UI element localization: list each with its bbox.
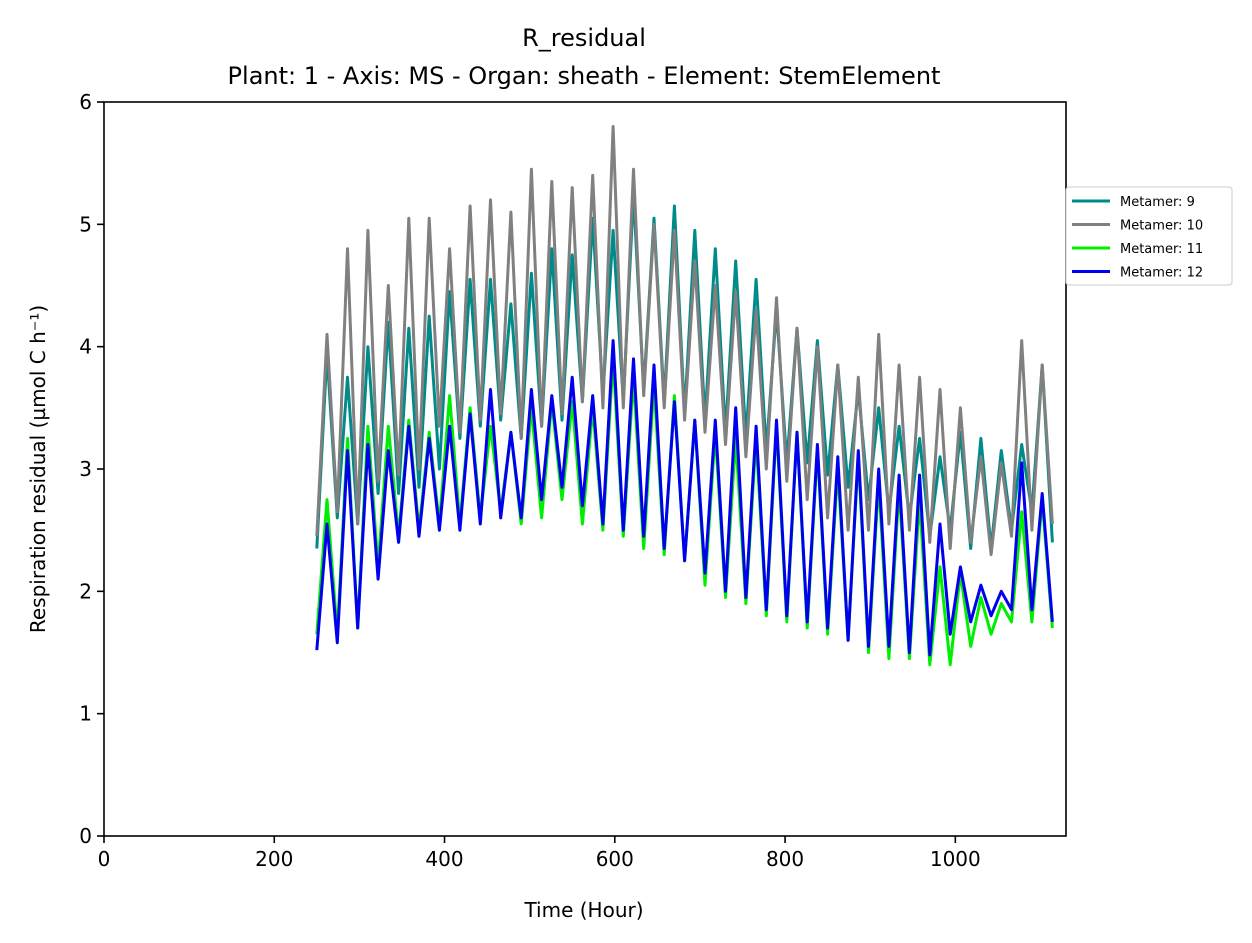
legend-label-3: Metamer: 11	[1120, 242, 1203, 257]
y-tick-label: 5	[79, 212, 92, 236]
x-tick-label: 200	[255, 847, 293, 871]
x-tick-label: 600	[596, 847, 634, 871]
x-axis: 0 200 400 600 800 1000	[98, 836, 981, 871]
x-tick-label: 800	[766, 847, 804, 871]
chart-subtitle: Plant: 1 - Axis: MS - Organ: sheath - El…	[228, 62, 941, 90]
plot-area	[315, 125, 1054, 667]
x-axis-label: Time (Hour)	[523, 898, 643, 922]
y-tick-label: 4	[79, 335, 92, 359]
y-tick-label: 3	[79, 457, 92, 481]
y-tick-label: 2	[79, 579, 92, 603]
chart-title: R_residual	[522, 24, 646, 52]
x-tick-label: 1000	[930, 847, 981, 871]
x-tick-label: 400	[425, 847, 463, 871]
legend-box	[1065, 186, 1233, 286]
y-axis-label: Respiration residual (µmol C h⁻¹)	[26, 305, 50, 633]
x-tick-label: 0	[98, 847, 111, 871]
legend: Metamer: 9 Metamer: 10 Metamer: 11 Metamer:…	[1065, 186, 1233, 286]
legend-label-1: Metamer: 9	[1120, 195, 1195, 210]
legend-label-2: Metamer: 10	[1120, 219, 1203, 234]
y-tick-label: 0	[79, 824, 92, 848]
y-axis: 0 1 2 3 4 5 6	[79, 90, 104, 848]
series-line-2	[315, 125, 1054, 557]
y-tick-label: 1	[79, 702, 92, 726]
series-line-4	[315, 339, 1054, 657]
legend-label-4: Metamer: 12	[1120, 266, 1203, 281]
y-tick-label: 6	[79, 90, 92, 114]
